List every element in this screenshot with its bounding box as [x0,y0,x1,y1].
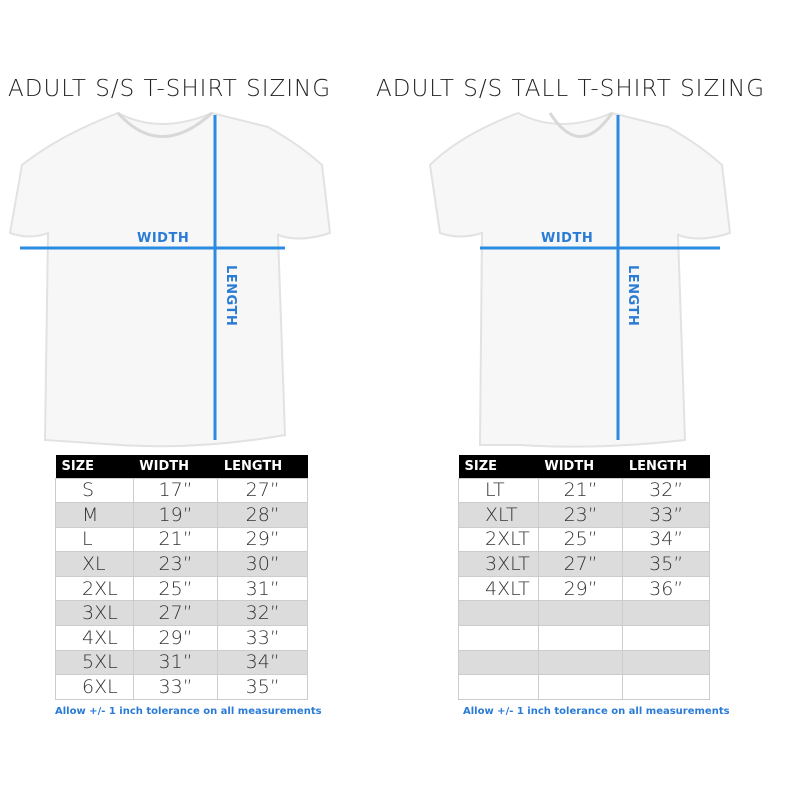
cell-size: LT [458,477,539,504]
cell-length: 36” [622,575,710,602]
cell-width: 19” [132,502,219,528]
table-row: M 19” 28” [55,502,308,528]
table-row [458,674,710,700]
cell-length: 28” [217,502,308,528]
cell-width: 27” [132,600,219,627]
cell-width [537,625,624,651]
cell-width: 31” [132,649,219,676]
cell-length: 29” [217,526,308,553]
header-width: WIDTH [133,455,218,478]
cell-length [622,625,710,651]
cell-size: 2XL [55,575,134,602]
tshirt-image-regular [8,111,332,448]
cell-size: 6XL [55,674,134,700]
cell-width [537,674,624,700]
cell-length: 34” [622,526,710,553]
header-width: WIDTH [538,455,623,478]
table-row [458,625,710,651]
length-label-tall: LENGTH [625,265,640,327]
cell-size: 4XLT [458,575,539,602]
cell-width: 25” [132,575,219,602]
cell-size: L [55,526,134,553]
table-row: 2XL 25” 31” [55,575,308,602]
cell-width: 27” [537,551,624,577]
table-row: 6XL 33” 35” [55,674,308,700]
table-row: S 17” 27” [55,477,308,504]
cell-width: 23” [132,551,219,577]
cell-length: 34” [217,649,308,676]
cell-width: 29” [537,575,624,602]
tolerance-note-tall: Allow +/- 1 inch tolerance on all measur… [463,706,730,717]
cell-size: XL [55,551,134,577]
table-row: LT 21” 32” [458,477,710,504]
cell-size: S [55,477,134,504]
cell-size: 3XL [55,600,134,627]
cell-width: 17” [132,477,219,504]
cell-length: 32” [217,600,308,627]
table-row: L 21” 29” [55,526,308,553]
cell-length: 35” [217,674,308,700]
table-row: XLT 23” 33” [458,502,710,528]
cell-length: 30” [217,551,308,577]
tshirt-image-tall [428,111,732,448]
cell-size: M [55,502,134,528]
cell-size [458,649,539,676]
cell-length: 27” [217,477,308,504]
header-length: LENGTH [217,455,308,478]
header-length: LENGTH [622,455,710,478]
cell-size: 5XL [55,649,134,676]
cell-length [622,649,710,676]
cell-width [537,649,624,676]
title-tall: ADULT S/S TALL T-SHIRT SIZING [376,76,766,102]
header-size: SIZE [55,455,134,478]
cell-length: 35” [622,551,710,577]
size-table-regular: SIZE WIDTH LENGTH S 17” 27” M 19” 28” L 21” 29” X… [55,455,308,700]
cell-size: 3XLT [458,551,539,577]
title-regular: ADULT S/S T-SHIRT SIZING [8,76,332,102]
cell-width: 21” [132,526,219,553]
cell-length [622,600,710,627]
cell-length [622,674,710,700]
cell-width: 25” [537,526,624,553]
cell-size [458,674,539,700]
cell-size [458,625,539,651]
cell-width: 21” [537,477,624,504]
cell-width: 33” [132,674,219,700]
cell-length: 33” [217,625,308,651]
tolerance-note-regular: Allow +/- 1 inch tolerance on all measur… [55,706,322,717]
length-label-regular: LENGTH [223,265,238,327]
table-row: 4XL 29” 33” [55,625,308,651]
table-row [458,649,710,676]
width-label-regular: WIDTH [137,231,190,246]
cell-length: 33” [622,502,710,528]
cell-length: 31” [217,575,308,602]
table-row: 4XLT 29” 36” [458,575,710,602]
table-row: 3XLT 27” 35” [458,551,710,577]
table-row [458,600,710,627]
table-row: 2XLT 25” 34” [458,526,710,553]
cell-width [537,600,624,627]
cell-size: 4XL [55,625,134,651]
cell-width: 23” [537,502,624,528]
header-size: SIZE [458,455,539,478]
cell-size: XLT [458,502,539,528]
cell-width: 29” [132,625,219,651]
size-table-tall: SIZE WIDTH LENGTH LT 21” 32” XLT 23” 33” 2XLT 2… [458,455,710,700]
cell-length: 32” [622,477,710,504]
table-row: 3XL 27” 32” [55,600,308,627]
cell-size [458,600,539,627]
table-row: XL 23” 30” [55,551,308,577]
cell-size: 2XLT [458,526,539,553]
width-label-tall: WIDTH [541,231,594,246]
table-row: 5XL 31” 34” [55,649,308,676]
